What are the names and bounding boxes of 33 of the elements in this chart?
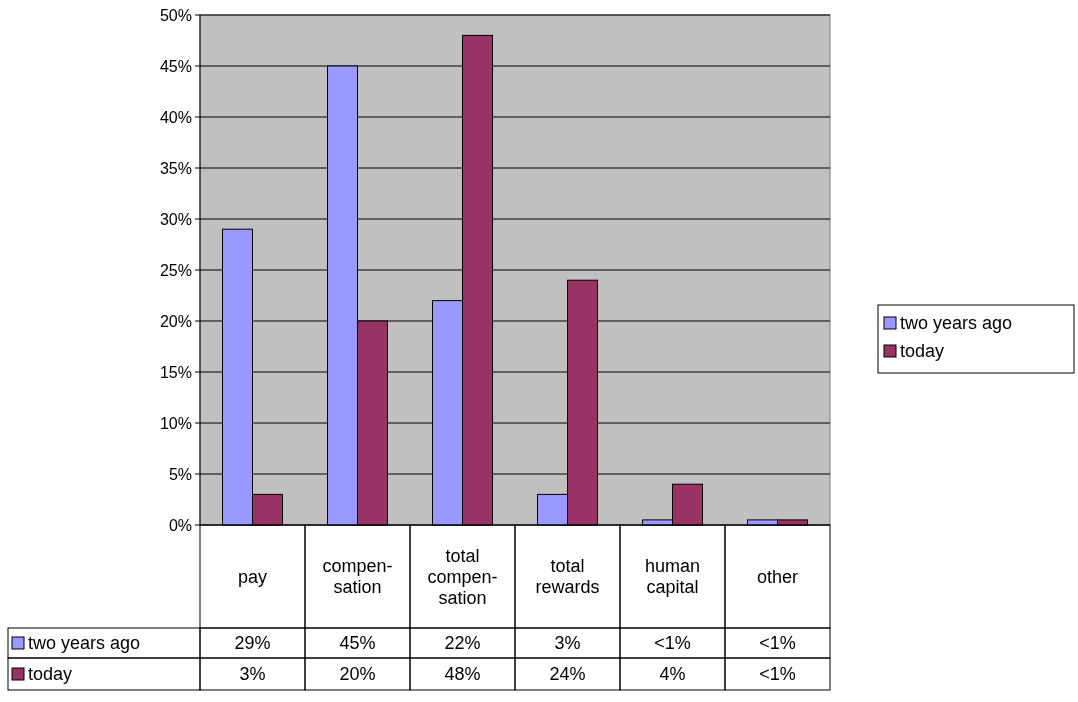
data-label: 45% <box>339 633 376 654</box>
y-tick-label: 40% <box>159 108 192 126</box>
data-label: <1% <box>759 664 796 685</box>
y-tick-label: 5% <box>168 465 192 483</box>
x-tick-label: compen-sation <box>322 556 393 598</box>
x-tick-label: pay <box>237 566 268 587</box>
data-label: 24% <box>549 664 586 685</box>
x-tick-label: human capital <box>644 556 701 598</box>
data-label: 22% <box>444 633 481 654</box>
y-tick-label: 0% <box>168 516 192 534</box>
data-label: 4% <box>659 664 686 685</box>
y-tick-label: 50% <box>159 6 192 24</box>
x-tick-label: other <box>756 566 799 587</box>
y-tick-label: 10% <box>159 414 192 432</box>
x-tick-label: total compen-sation <box>427 545 498 608</box>
y-tick-label: 20% <box>159 312 192 330</box>
text: today <box>28 664 73 685</box>
data-label: 3% <box>239 664 266 685</box>
legend-label: today <box>900 341 945 362</box>
data-label: 48% <box>444 664 481 685</box>
y-tick-label: 25% <box>159 261 192 279</box>
legend-label: two years ago <box>900 313 1013 334</box>
data-label: 29% <box>234 633 271 654</box>
data-label: <1% <box>759 633 796 654</box>
text: two years ago <box>28 633 141 654</box>
y-tick-label: 35% <box>159 159 192 177</box>
y-tick-label: 15% <box>159 363 192 381</box>
data-label: <1% <box>654 633 691 654</box>
y-tick-label: 45% <box>159 57 192 75</box>
data-label: 20% <box>339 664 376 685</box>
y-tick-label: 30% <box>159 210 192 228</box>
data-label: 3% <box>554 633 581 654</box>
x-tick-label: total rewards <box>535 556 600 598</box>
